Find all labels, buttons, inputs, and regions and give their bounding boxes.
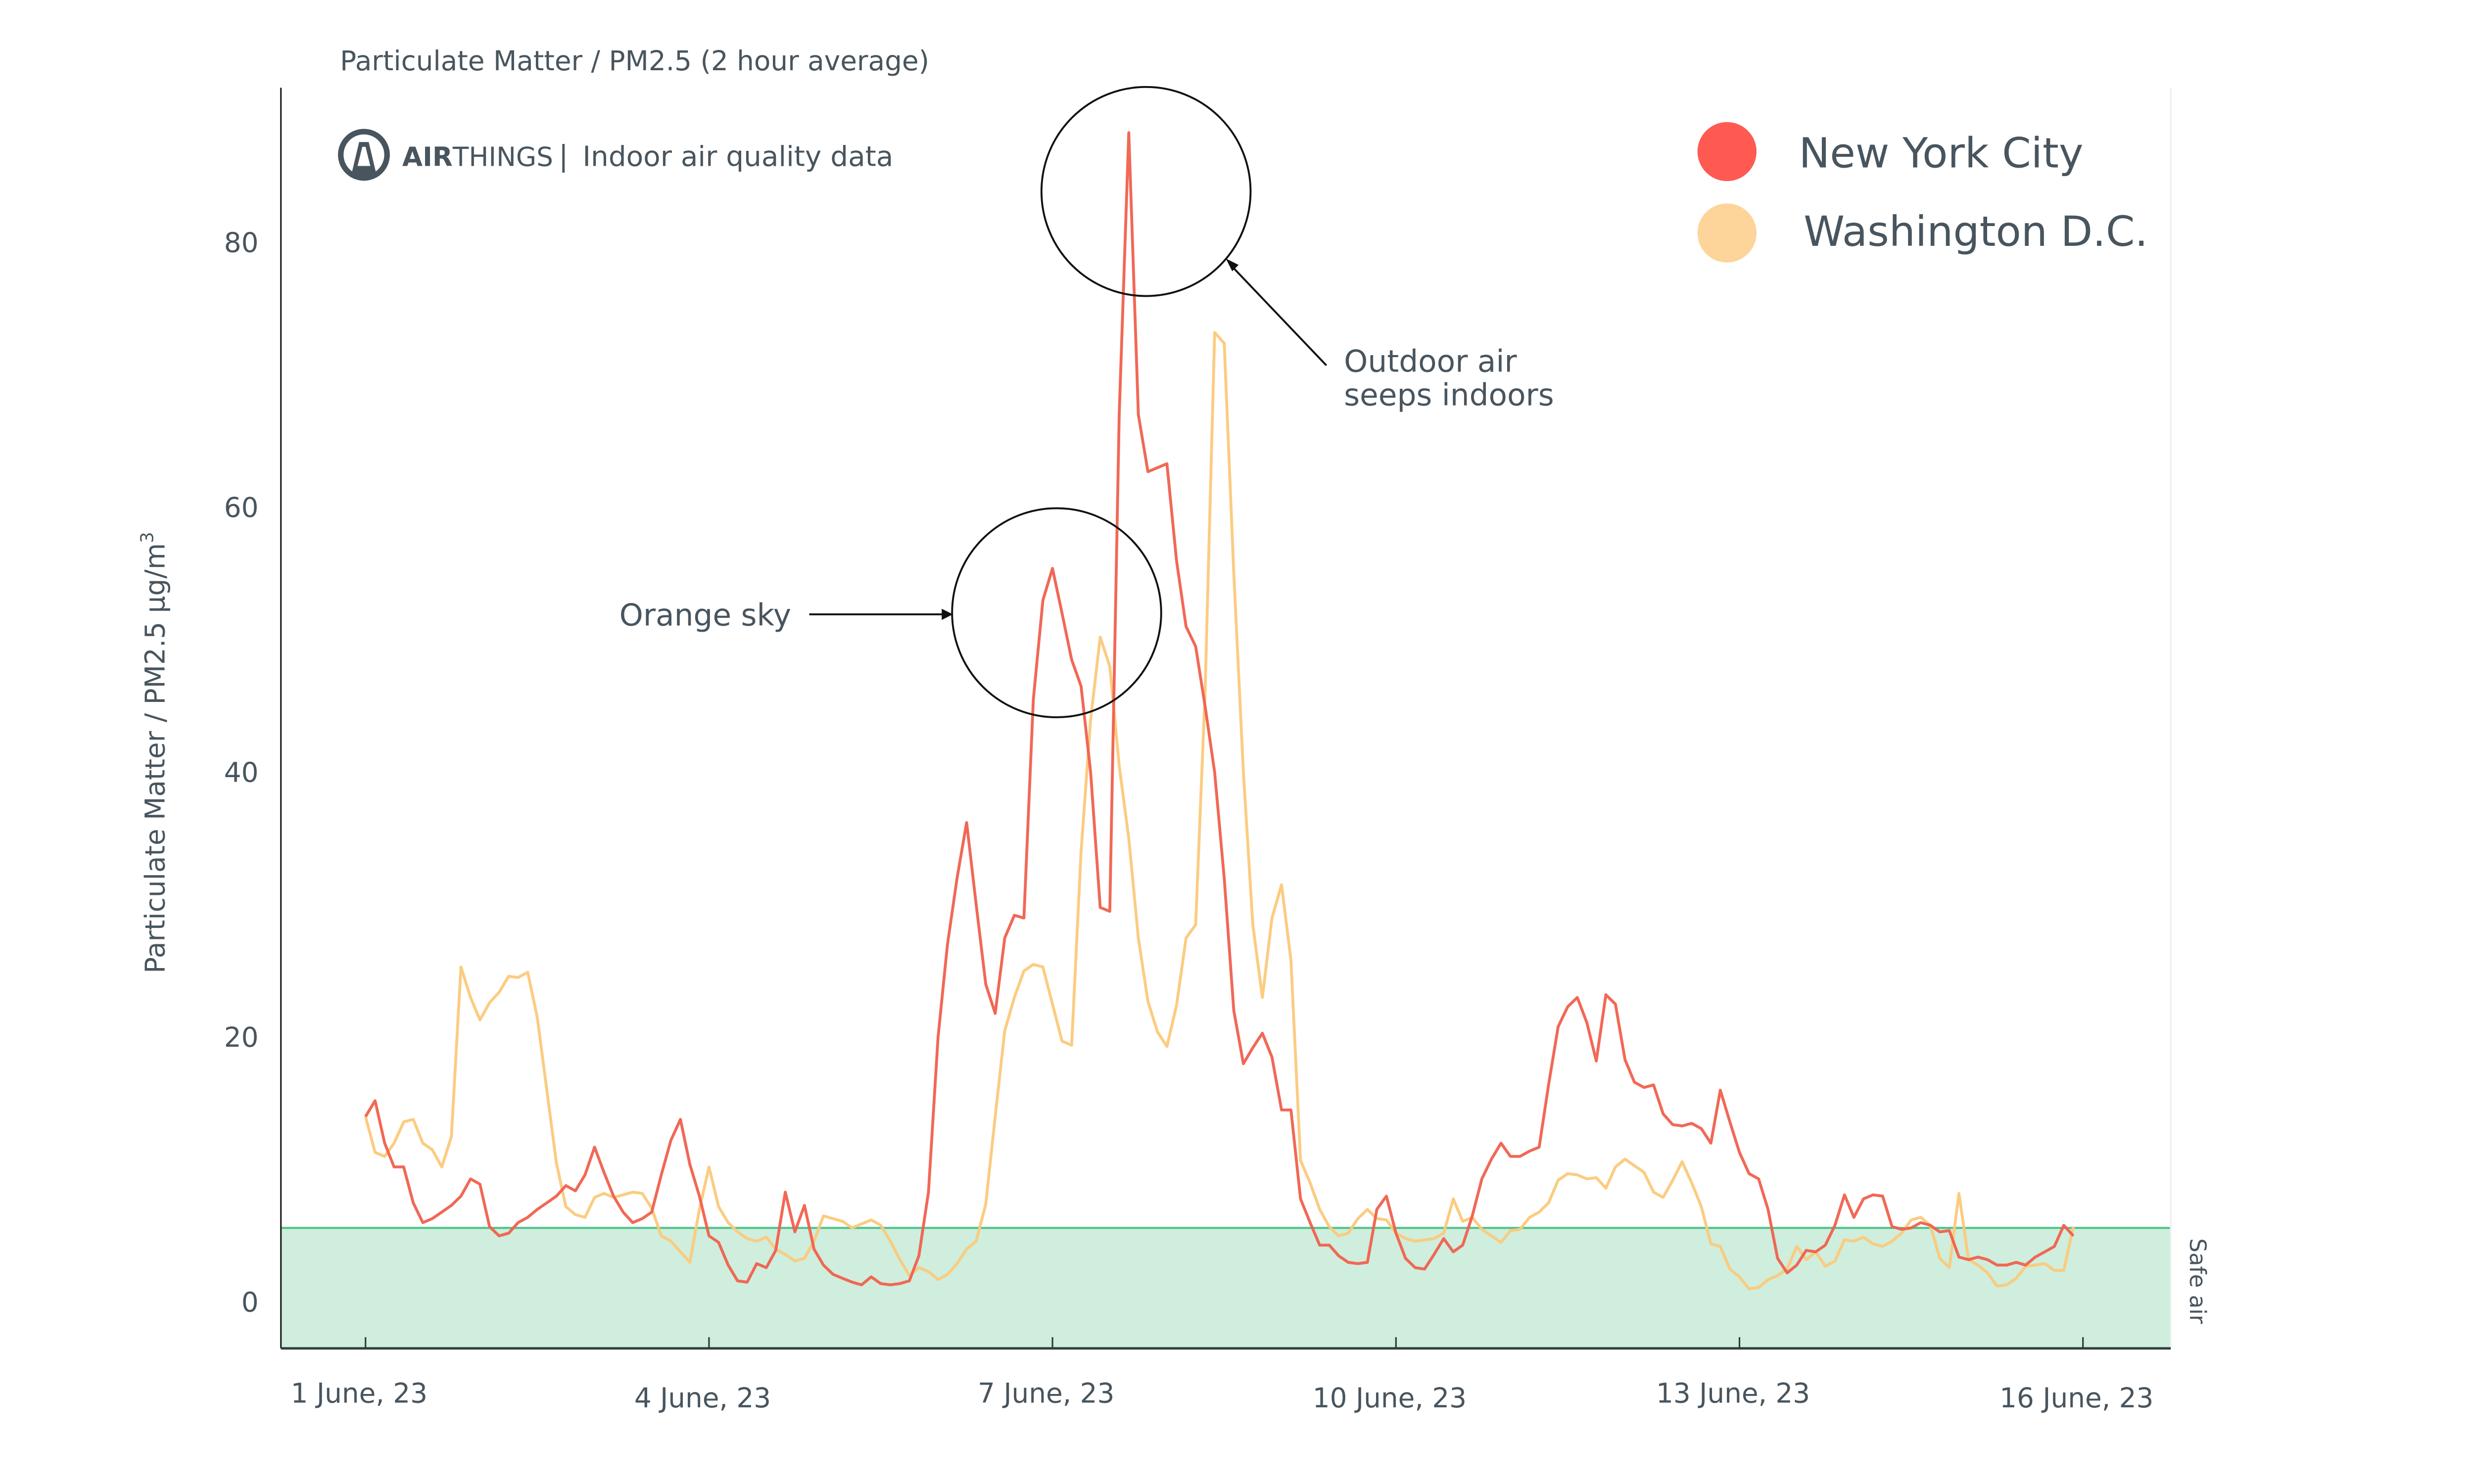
legend-item-nyc: New York City <box>1697 122 2084 182</box>
series-line-washington-dc <box>364 331 2075 1291</box>
chart-title: Particulate Matter / PM2.5 (2 hour avera… <box>340 45 929 77</box>
y-tick-label: 60 <box>224 492 259 523</box>
legend-swatch-nyc <box>1697 122 1757 182</box>
x-tick-label: 7 June, 23 <box>978 1377 1114 1409</box>
airthings-logo: AIRTHINGS | Indoor air quality data <box>338 129 893 181</box>
brand-separator: | <box>559 139 569 173</box>
y-tick-label: 40 <box>224 757 259 788</box>
x-tick-label: 10 June, 23 <box>1313 1382 1467 1414</box>
svg-text:AIRTHINGS: AIRTHINGS <box>402 141 553 172</box>
brand-tagline: Indoor air quality data <box>582 140 893 173</box>
annotation-text: Outdoor air <box>1344 344 1517 379</box>
safe-air-label: Safe air <box>2185 1238 2211 1324</box>
y-tick-label: 0 <box>241 1287 259 1318</box>
annotation-orange-sky: Orange sky <box>619 507 1162 718</box>
legend-label: Washington D.C. <box>1804 207 2148 256</box>
legend-item-dc: Washington D.C. <box>1697 203 2148 263</box>
annotation-text: seeps indoors <box>1344 377 1554 413</box>
x-tick-label: 1 June, 23 <box>291 1377 428 1409</box>
annotation-circle <box>1040 86 1252 297</box>
annotation-outdoor-air: Outdoor air seeps indoors <box>1040 86 1554 413</box>
legend-swatch-dc <box>1697 203 1757 263</box>
annotation-arrow <box>1228 262 1328 367</box>
x-tick-label: 16 June, 23 <box>1999 1382 2153 1414</box>
legend: New York City Washington D.C. <box>1697 122 2148 263</box>
series-line-new-york-city <box>364 131 2075 1287</box>
y-axis-label: Particulate Matter / PM2.5 µg/m3 <box>138 532 171 974</box>
brand-bold: AIR <box>402 141 453 172</box>
annotation-circle <box>951 507 1162 718</box>
safe-zone <box>281 1228 2171 1348</box>
airthings-logo-icon <box>338 129 390 181</box>
legend-label: New York City <box>1799 129 2083 178</box>
svg-text:Outdoor air: Outdoor air <box>1344 344 1517 379</box>
annotation-text: Orange sky <box>619 598 791 633</box>
x-tick-label: 4 June, 23 <box>634 1382 771 1414</box>
y-tick-label: 80 <box>224 227 259 259</box>
x-tick-label: 13 June, 23 <box>1656 1377 1810 1409</box>
y-tick-label: 20 <box>224 1021 259 1053</box>
svg-text:seeps indoors: seeps indoors <box>1344 377 1554 413</box>
brand-light: THINGS <box>452 141 553 172</box>
